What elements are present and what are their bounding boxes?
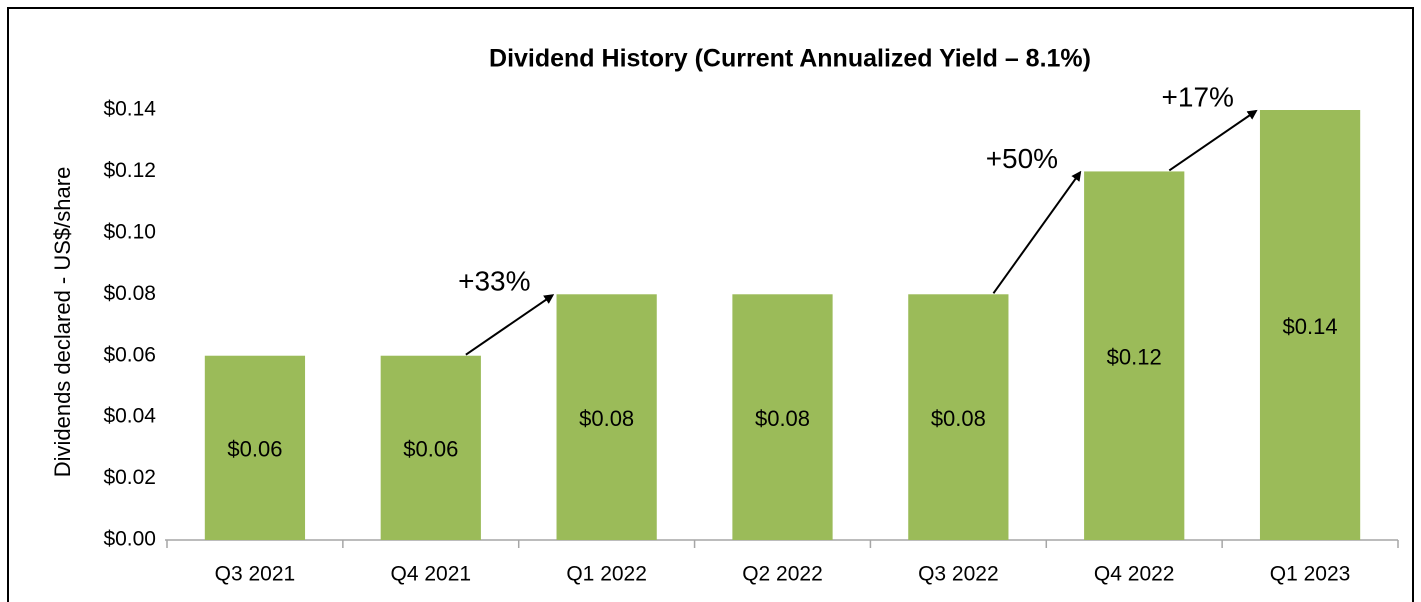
x-tick-label: Q4 2021 [390,563,471,586]
growth-arrow [465,294,555,356]
x-tick-label: Q4 2022 [1094,563,1175,586]
bar [1084,171,1185,540]
bar [908,294,1009,540]
x-tick-label: Q2 2022 [742,563,823,586]
y-tick-label: $0.14 [103,98,156,121]
value-label: $0.14 [1283,314,1338,339]
value-label: $0.06 [227,437,282,462]
x-tick-label: Q3 2021 [215,563,296,586]
y-tick-label: $0.04 [103,405,156,428]
y-tick-label: $0.08 [103,282,156,305]
growth-annotation: +17% [1162,81,1234,112]
x-tick-label: Q1 2022 [566,563,647,586]
y-tick-label: $0.06 [103,343,156,366]
value-label: $0.08 [931,406,986,431]
y-axis-label: Dividends declared - US$/share [50,167,75,478]
growth-annotation: +33% [458,266,530,297]
chart-title: Dividend History (Current Annualized Yie… [489,45,1091,73]
bar [556,294,657,540]
bar [732,294,833,540]
value-label: $0.08 [755,406,810,431]
bar [204,355,306,540]
y-tick-label: $0.10 [103,220,156,243]
bar [1259,110,1361,540]
x-tick-label: Q3 2022 [918,563,999,586]
y-tick-label: $0.02 [103,466,156,489]
value-label: $0.06 [403,437,458,462]
chart-frame [7,7,1414,602]
value-label: $0.12 [1107,345,1162,370]
bar [380,355,481,540]
y-tick-label: $0.00 [103,528,156,551]
value-label: $0.08 [579,406,634,431]
growth-annotation: +50% [986,143,1058,174]
y-tick-label: $0.12 [103,159,156,182]
growth-arrow [992,170,1082,294]
growth-arrow [1168,109,1258,172]
x-tick-label: Q1 2023 [1270,563,1351,586]
